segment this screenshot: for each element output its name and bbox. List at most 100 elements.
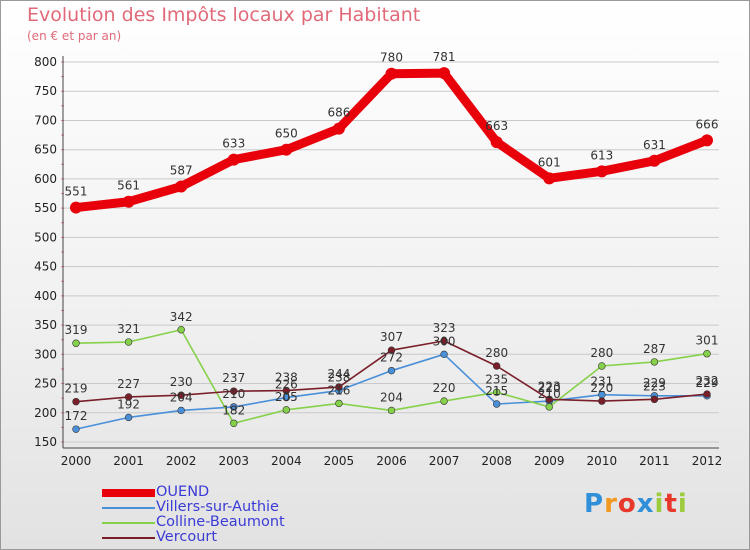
data-label: 172 <box>65 409 88 423</box>
legend-swatch <box>102 507 155 509</box>
data-point <box>387 366 396 375</box>
x-tick-label: 2010 <box>587 454 618 468</box>
x-tick-label: 2006 <box>376 454 407 468</box>
data-label: 323 <box>433 321 456 335</box>
data-label: 244 <box>327 367 350 381</box>
x-tick-label: 2002 <box>166 454 197 468</box>
x-tick-label: 2001 <box>113 454 144 468</box>
legend-item: Vercourt <box>102 529 332 545</box>
data-label: 280 <box>590 346 613 360</box>
data-label: 219 <box>65 382 88 396</box>
data-label: 272 <box>380 351 403 365</box>
x-tick-label: 2011 <box>639 454 670 468</box>
brand-letter: t <box>664 489 678 519</box>
legend-label: Vercourt <box>156 529 218 545</box>
x-tick-label: 2004 <box>271 454 302 468</box>
data-label: 686 <box>327 106 350 120</box>
y-tick-label: 400 <box>34 289 57 303</box>
legend-label: Villers-sur-Authie <box>156 499 279 515</box>
x-tick-label: 2008 <box>481 454 512 468</box>
data-label: 220 <box>590 381 613 395</box>
chart-subtitle: (en € et par an) <box>27 29 122 43</box>
data-label: 220 <box>538 381 561 395</box>
data-point <box>545 403 553 411</box>
data-label: 204 <box>380 390 403 404</box>
data-point <box>703 390 711 398</box>
brand-letter: x <box>636 489 655 519</box>
data-label: 232 <box>696 374 719 388</box>
data-label: 301 <box>696 334 719 348</box>
data-point <box>492 362 501 370</box>
data-label: 631 <box>643 138 666 152</box>
data-label: 204 <box>170 390 193 404</box>
data-point <box>335 383 343 391</box>
data-label: 319 <box>65 323 88 337</box>
legend-swatch <box>102 489 155 497</box>
brand-letter: r <box>604 489 618 519</box>
data-point <box>440 337 448 345</box>
data-label: 307 <box>380 330 403 344</box>
data-label: 220 <box>433 381 456 395</box>
data-point <box>175 180 188 193</box>
data-label: 287 <box>643 342 666 356</box>
data-label: 210 <box>538 387 561 401</box>
data-point <box>701 134 713 147</box>
data-point <box>280 143 293 156</box>
data-label: 666 <box>696 117 719 131</box>
y-tick-label: 200 <box>34 406 57 420</box>
legend-swatch <box>102 522 155 524</box>
data-label: 650 <box>275 127 298 141</box>
brand-letter: i <box>677 489 688 519</box>
data-label: 205 <box>275 390 298 404</box>
data-label: 231 <box>590 375 613 389</box>
data-point <box>282 406 291 414</box>
data-point <box>543 172 556 185</box>
y-tick-label: 550 <box>34 201 57 215</box>
y-tick-label: 750 <box>34 84 57 98</box>
data-point <box>177 406 185 415</box>
data-point <box>492 400 501 408</box>
data-label: 321 <box>117 322 140 336</box>
data-label: 280 <box>485 346 508 360</box>
legend-item: Villers-sur-Authie <box>102 499 332 515</box>
data-label: 227 <box>117 377 140 391</box>
data-label: 663 <box>485 119 508 133</box>
x-tick-label: 2009 <box>534 454 565 468</box>
data-label: 229 <box>643 376 666 390</box>
data-point <box>177 391 185 399</box>
brand-letter: P <box>584 489 605 519</box>
data-label: 561 <box>117 179 140 193</box>
data-label: 223 <box>643 379 666 393</box>
data-point <box>385 67 398 80</box>
legend-item: OUEND <box>102 484 332 500</box>
x-tick-label: 2007 <box>429 454 460 468</box>
data-point <box>650 395 659 404</box>
data-label: 633 <box>222 137 245 151</box>
data-point <box>230 419 238 427</box>
data-point <box>230 403 238 411</box>
data-label: 551 <box>65 185 88 199</box>
data-label: 342 <box>170 310 193 324</box>
data-point <box>595 165 608 178</box>
data-label: 237 <box>222 371 245 385</box>
y-tick-label: 450 <box>34 260 57 274</box>
data-label: 230 <box>170 375 193 389</box>
y-tick-label: 500 <box>34 230 57 244</box>
legend-label: Colline-Beaumont <box>156 514 285 530</box>
legend: OUEND Villers-sur-Authie Colline-Beaumont V… <box>102 484 332 545</box>
legend-swatch <box>102 537 155 539</box>
y-tick-label: 650 <box>34 143 57 157</box>
data-label: 238 <box>327 371 350 385</box>
data-point <box>230 387 238 395</box>
data-label: 587 <box>170 164 193 178</box>
brand-letter: o <box>617 489 637 519</box>
y-tick-label: 350 <box>34 318 57 332</box>
data-label: 216 <box>327 383 350 397</box>
y-tick-label: 800 <box>34 55 57 69</box>
data-label: 229 <box>696 376 719 390</box>
brand-letter: i <box>654 489 665 519</box>
x-tick-label: 2012 <box>692 454 723 468</box>
data-point <box>648 154 661 167</box>
data-label: 192 <box>117 397 140 411</box>
